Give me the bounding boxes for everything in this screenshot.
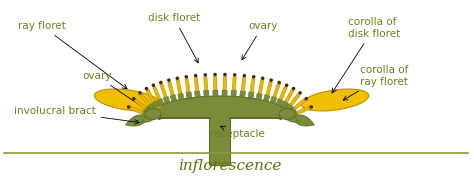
Text: corolla of
disk floret: corolla of disk floret — [332, 17, 400, 93]
Circle shape — [223, 73, 227, 76]
Polygon shape — [241, 78, 246, 91]
Polygon shape — [288, 107, 296, 114]
Bar — [211, 114, 229, 122]
Polygon shape — [134, 99, 146, 110]
Circle shape — [285, 84, 288, 87]
Polygon shape — [195, 91, 200, 97]
Polygon shape — [144, 107, 152, 114]
Polygon shape — [157, 99, 164, 106]
Circle shape — [213, 73, 217, 76]
Text: corolla of
ray floret: corolla of ray floret — [343, 65, 409, 100]
Circle shape — [233, 73, 237, 77]
Polygon shape — [160, 84, 167, 97]
Circle shape — [152, 84, 155, 87]
Polygon shape — [170, 95, 176, 102]
Polygon shape — [280, 110, 298, 123]
Polygon shape — [270, 97, 277, 104]
Circle shape — [292, 87, 295, 90]
Polygon shape — [176, 80, 182, 93]
Polygon shape — [294, 99, 306, 110]
Polygon shape — [222, 90, 227, 96]
Polygon shape — [258, 80, 264, 93]
Polygon shape — [126, 115, 150, 126]
Polygon shape — [163, 97, 170, 104]
Circle shape — [184, 75, 188, 79]
Polygon shape — [147, 104, 155, 111]
Circle shape — [175, 76, 179, 80]
FancyBboxPatch shape — [210, 116, 230, 166]
Polygon shape — [178, 93, 184, 100]
Circle shape — [304, 97, 308, 100]
Polygon shape — [266, 82, 272, 95]
Polygon shape — [281, 101, 288, 109]
Polygon shape — [153, 86, 161, 100]
Circle shape — [194, 74, 198, 78]
Circle shape — [127, 105, 130, 109]
Polygon shape — [213, 76, 217, 90]
Circle shape — [298, 91, 302, 95]
Polygon shape — [204, 90, 209, 97]
Text: involucral bract: involucral bract — [14, 106, 139, 124]
Polygon shape — [204, 77, 208, 90]
Text: ovary: ovary — [82, 71, 150, 112]
Circle shape — [138, 91, 142, 95]
Circle shape — [261, 76, 264, 80]
Polygon shape — [276, 99, 283, 106]
Text: ovary: ovary — [242, 21, 277, 60]
Circle shape — [145, 87, 148, 90]
Ellipse shape — [145, 108, 161, 119]
Polygon shape — [168, 82, 174, 95]
Circle shape — [159, 81, 163, 84]
Circle shape — [132, 97, 136, 100]
Polygon shape — [152, 101, 159, 109]
Polygon shape — [130, 106, 143, 114]
Ellipse shape — [94, 89, 162, 111]
Polygon shape — [223, 76, 227, 90]
Circle shape — [310, 105, 313, 109]
Polygon shape — [279, 86, 287, 100]
Polygon shape — [248, 92, 254, 98]
Polygon shape — [231, 90, 237, 97]
Polygon shape — [270, 106, 282, 120]
Text: inflorescence: inflorescence — [178, 159, 282, 173]
Polygon shape — [194, 78, 199, 91]
Ellipse shape — [279, 108, 295, 119]
Polygon shape — [290, 115, 314, 126]
Polygon shape — [290, 94, 300, 106]
Polygon shape — [273, 84, 280, 97]
Text: ray floret: ray floret — [18, 21, 127, 89]
Polygon shape — [285, 90, 294, 102]
Polygon shape — [140, 94, 150, 106]
Polygon shape — [213, 90, 218, 96]
Polygon shape — [232, 77, 236, 90]
Text: receptacle: receptacle — [210, 126, 265, 139]
Circle shape — [269, 78, 273, 82]
Circle shape — [277, 81, 281, 84]
Polygon shape — [250, 78, 255, 92]
Circle shape — [252, 75, 255, 79]
Polygon shape — [240, 91, 246, 97]
Ellipse shape — [301, 89, 369, 111]
Circle shape — [203, 73, 207, 77]
Polygon shape — [185, 78, 190, 92]
Polygon shape — [142, 111, 149, 118]
Polygon shape — [146, 90, 155, 102]
Polygon shape — [291, 111, 298, 118]
Polygon shape — [158, 106, 170, 120]
Polygon shape — [264, 95, 270, 102]
Circle shape — [243, 74, 246, 78]
Polygon shape — [297, 106, 310, 114]
Polygon shape — [148, 96, 292, 118]
Polygon shape — [285, 104, 292, 111]
Polygon shape — [256, 93, 262, 100]
Text: disk floret: disk floret — [148, 13, 200, 63]
Polygon shape — [142, 110, 160, 123]
Circle shape — [167, 78, 171, 82]
Polygon shape — [186, 92, 192, 98]
